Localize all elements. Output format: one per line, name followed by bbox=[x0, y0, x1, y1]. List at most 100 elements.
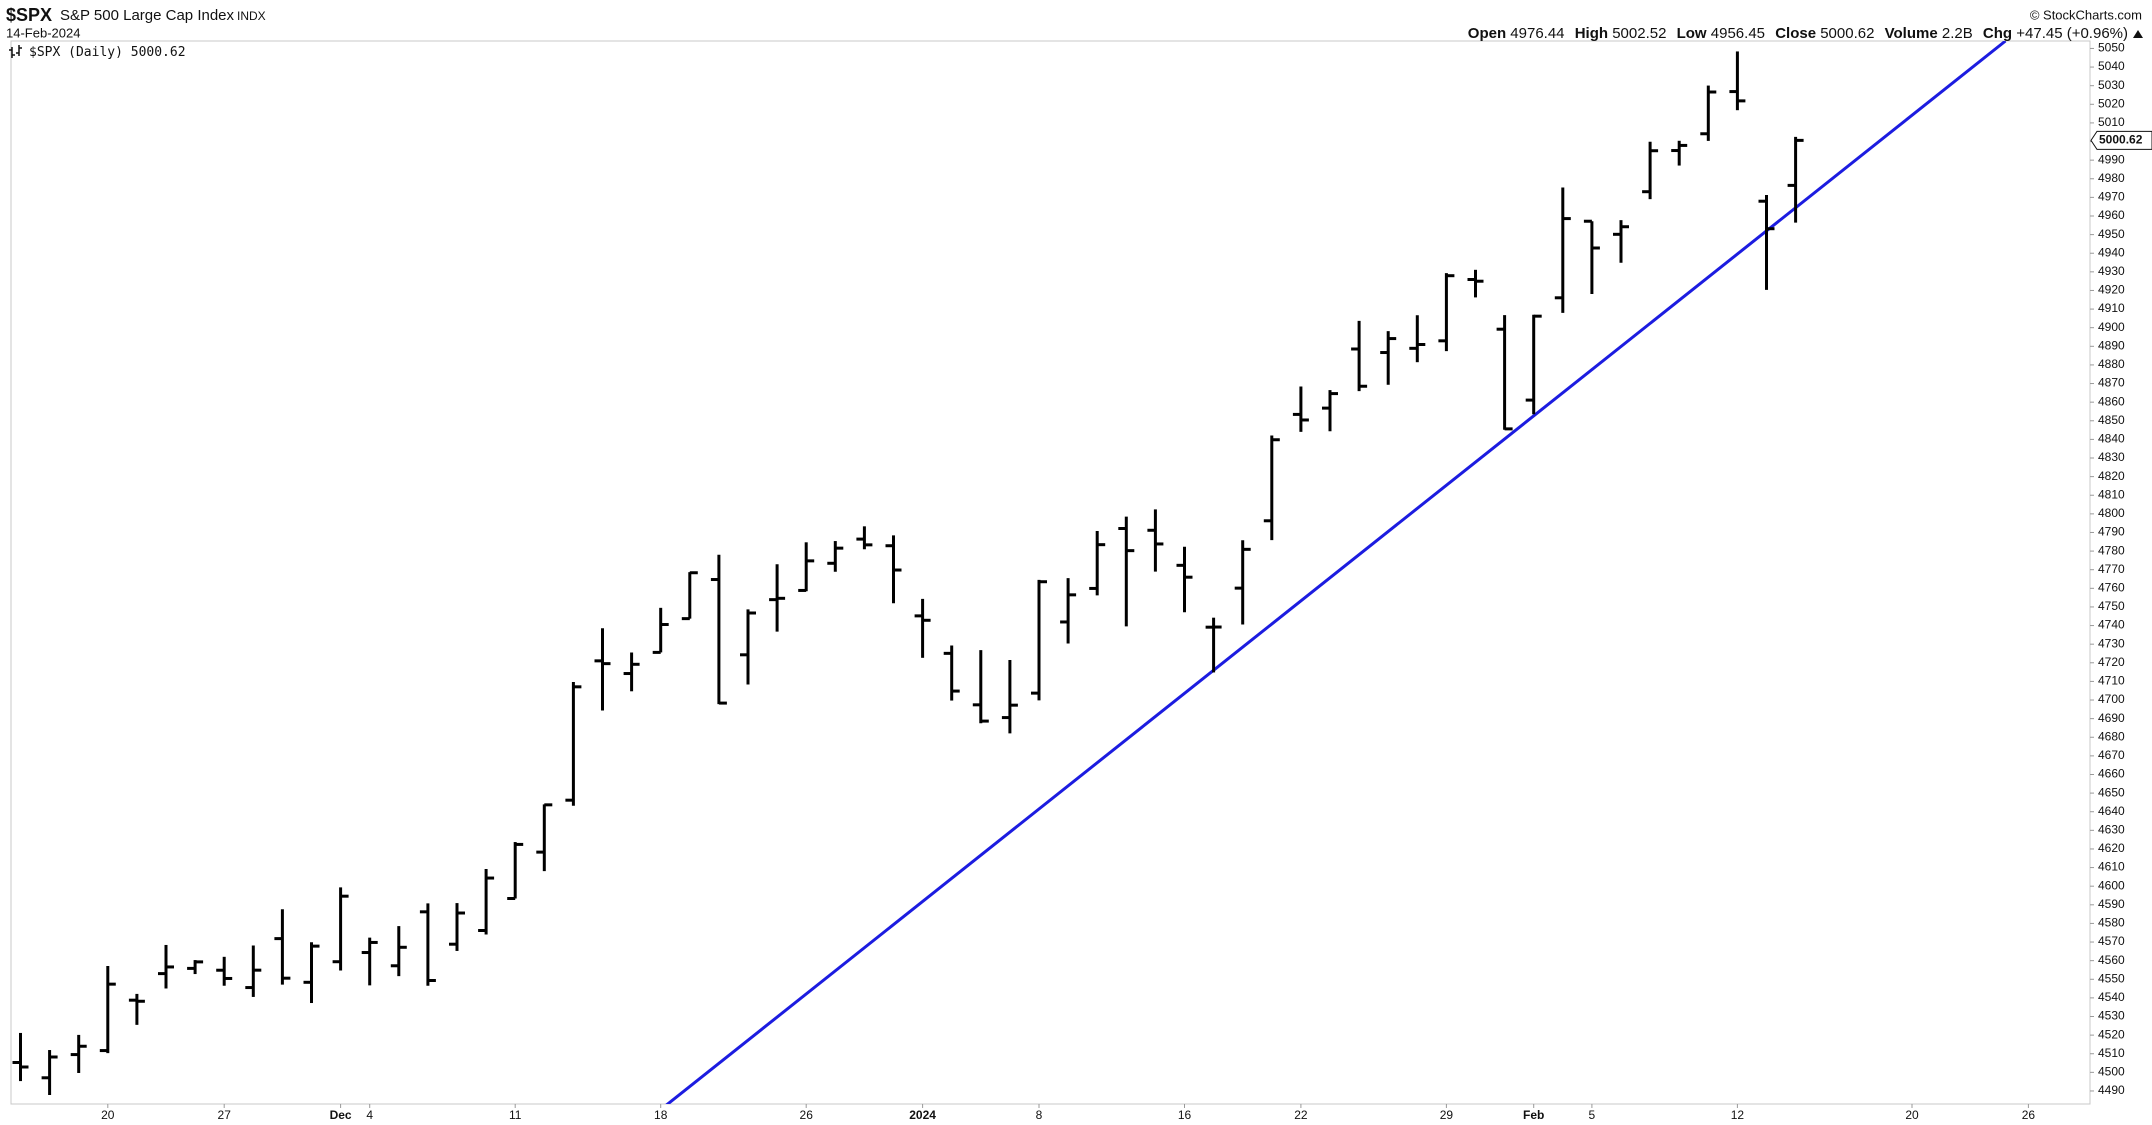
y-tick-label: 4910 bbox=[2098, 301, 2125, 315]
label: Open bbox=[1468, 25, 1506, 42]
summary: Open 4976.44 High 5002.52 Low 4956.45 Cl… bbox=[1468, 25, 2128, 42]
y-tick-label: 4750 bbox=[2098, 599, 2125, 613]
legend: $SPX (Daily) 5000.62 bbox=[29, 45, 186, 60]
y-tick-label: 4600 bbox=[2098, 878, 2125, 892]
y-tick-label: 5040 bbox=[2098, 59, 2125, 73]
y-tick-label: 4640 bbox=[2098, 804, 2125, 818]
label: Volume bbox=[1885, 25, 1938, 42]
x-tick-label: 20 bbox=[1905, 1108, 1919, 1122]
up-arrow bbox=[2133, 30, 2143, 38]
y-tick-label: 4890 bbox=[2098, 338, 2125, 352]
x-tick-label: 27 bbox=[218, 1108, 232, 1122]
label: Close bbox=[1775, 25, 1816, 42]
y-tick-label: 4710 bbox=[2098, 674, 2125, 688]
y-tick-label: 4830 bbox=[2098, 450, 2125, 464]
price-label: 5000.62 bbox=[2099, 133, 2143, 147]
y-tick-label: 4810 bbox=[2098, 487, 2125, 501]
y-tick-label: 4930 bbox=[2098, 264, 2125, 278]
value: +47.45 (+0.96%) bbox=[2016, 25, 2128, 42]
exchange: INDX bbox=[237, 9, 266, 23]
y-tick-label: 4720 bbox=[2098, 655, 2125, 669]
x-tick-label: 8 bbox=[1036, 1108, 1043, 1122]
y-tick-label: 4730 bbox=[2098, 636, 2125, 650]
x-tick-label: 18 bbox=[654, 1108, 668, 1122]
y-tick-label: 4650 bbox=[2098, 785, 2125, 799]
y-tick-label: 4510 bbox=[2098, 1046, 2125, 1060]
date: 14-Feb-2024 bbox=[6, 25, 80, 40]
subtitle: S&P 500 Large Cap Index bbox=[60, 7, 235, 24]
y-tick-label: 4660 bbox=[2098, 767, 2125, 781]
y-tick-label: 4900 bbox=[2098, 320, 2125, 334]
x-tick-label: 26 bbox=[800, 1108, 814, 1122]
legend-icon bbox=[9, 45, 22, 58]
y-tick-label: 4790 bbox=[2098, 525, 2125, 539]
credit: © StockCharts.com bbox=[2030, 7, 2142, 22]
y-tick-label: 4590 bbox=[2098, 897, 2125, 911]
y-tick-label: 4760 bbox=[2098, 580, 2125, 594]
x-tick-label: 2024 bbox=[909, 1108, 936, 1122]
x-tick-label: 16 bbox=[1178, 1108, 1192, 1122]
x-tick-label: 5 bbox=[1589, 1108, 1596, 1122]
y-tick-label: 4920 bbox=[2098, 283, 2125, 297]
y-tick-label: 4610 bbox=[2098, 860, 2125, 874]
y-tick-label: 5020 bbox=[2098, 96, 2125, 110]
y-tick-label: 4800 bbox=[2098, 506, 2125, 520]
y-tick-label: 5010 bbox=[2098, 115, 2125, 129]
x-tick-label: 11 bbox=[509, 1108, 522, 1122]
y-tick-label: 4550 bbox=[2098, 971, 2125, 985]
value: 2.2B bbox=[1942, 25, 1973, 42]
y-tick-label: 4700 bbox=[2098, 692, 2125, 706]
y-tick-label: 4740 bbox=[2098, 618, 2125, 632]
plot bbox=[12, 41, 2007, 1104]
value: 5002.52 bbox=[1612, 25, 1666, 42]
x-tick-label: 12 bbox=[1731, 1108, 1745, 1122]
y-tick-label: 4980 bbox=[2098, 171, 2125, 185]
plot-frame bbox=[10, 40, 2091, 1105]
y-tick-label: 4690 bbox=[2098, 711, 2125, 725]
y-tick-label: 4780 bbox=[2098, 543, 2125, 557]
price-box bbox=[2090, 130, 2152, 150]
x-tick-label: 29 bbox=[1440, 1108, 1454, 1122]
y-tick-label: 4670 bbox=[2098, 748, 2125, 762]
y-tick-label: 4770 bbox=[2098, 562, 2125, 576]
x-tick-label: 22 bbox=[1294, 1108, 1308, 1122]
label: Chg bbox=[1983, 25, 2012, 42]
y-tick-label: 4820 bbox=[2098, 469, 2125, 483]
label: Low bbox=[1677, 25, 1707, 42]
y-tick-label: 4500 bbox=[2098, 1065, 2125, 1079]
x-tick-label: Feb bbox=[1523, 1108, 1544, 1122]
x-tick-label: 4 bbox=[366, 1108, 373, 1122]
y-tick-label: 4990 bbox=[2098, 152, 2125, 166]
y-tick-label: 5030 bbox=[2098, 78, 2125, 92]
value: 4956.45 bbox=[1711, 25, 1765, 42]
y-tick-label: 4540 bbox=[2098, 990, 2125, 1004]
trendline bbox=[665, 41, 2007, 1104]
y-tick-label: 4850 bbox=[2098, 413, 2125, 427]
y-tick-label: 5050 bbox=[2098, 41, 2125, 55]
y-tick-label: 4870 bbox=[2098, 376, 2125, 390]
y-tick-label: 4880 bbox=[2098, 357, 2125, 371]
y-tick-label: 4520 bbox=[2098, 1027, 2125, 1041]
y-tick-label: 4490 bbox=[2098, 1083, 2125, 1097]
y-tick-label: 4580 bbox=[2098, 916, 2125, 930]
y-tick-label: 4630 bbox=[2098, 823, 2125, 837]
symbol: $SPX bbox=[6, 5, 52, 25]
y-tick-label: 4970 bbox=[2098, 190, 2125, 204]
x-tick-label: 20 bbox=[101, 1108, 115, 1122]
label: High bbox=[1575, 25, 1608, 42]
y-tick-label: 4530 bbox=[2098, 1009, 2125, 1023]
x-tick-label: Dec bbox=[330, 1108, 352, 1122]
y-tick-label: 4960 bbox=[2098, 208, 2125, 222]
y-tick-label: 4940 bbox=[2098, 245, 2125, 259]
legend-value: 5000.62 bbox=[131, 45, 186, 60]
y-tick-label: 4950 bbox=[2098, 227, 2125, 241]
value: 4976.44 bbox=[1510, 25, 1564, 42]
y-tick-label: 4680 bbox=[2098, 729, 2125, 743]
value: 5000.62 bbox=[1820, 25, 1874, 42]
legend-name: $SPX (Daily) bbox=[29, 45, 123, 60]
y-tick-label: 4860 bbox=[2098, 394, 2125, 408]
y-tick-label: 4560 bbox=[2098, 953, 2125, 967]
y-tick-label: 4570 bbox=[2098, 934, 2125, 948]
